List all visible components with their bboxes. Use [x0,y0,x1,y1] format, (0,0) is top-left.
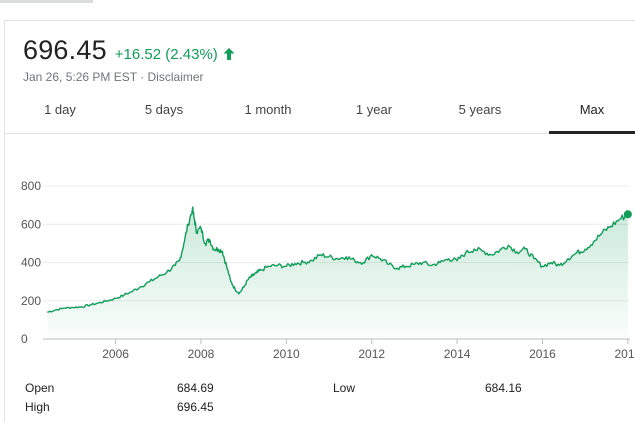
tab-5-days[interactable]: 5 days [144,102,184,117]
price-area-fill [47,207,628,339]
tab-1-month[interactable]: 1 month [244,102,292,117]
stat-high-value: 696.45 [177,400,214,414]
y-tick-label: 0 [21,332,28,346]
x-tick-label: 2006 [102,347,129,361]
price-row: 696.45 +16.52 (2.43%) [23,35,235,66]
stock-quote-card: 696.45 +16.52 (2.43%) Jan 26, 5:26 PM ES… [4,20,635,422]
quote-timestamp: Jan 26, 5:26 PM EST [23,70,137,84]
x-tick-label: 2016 [529,347,556,361]
stat-low-label: Low [333,381,356,395]
arrow-up-icon [223,47,235,60]
y-tick-label: 200 [21,294,41,308]
tab-1-year[interactable]: 1 year [355,102,393,117]
y-tick-label: 800 [21,179,41,193]
y-tick-label: 400 [21,256,41,270]
range-tabs: 1 day 5 days 1 month 1 year 5 years Max [5,91,635,134]
y-tick-label: 600 [21,217,41,231]
disclaimer-link[interactable]: Disclaimer [147,70,204,84]
stat-open-value: 684.69 [177,381,214,395]
price-change: +16.52 (2.43%) [114,46,218,63]
price-chart: 0 200 400 600 800 2006 2008 2010 2012 2014 2016 201… [21,179,635,361]
x-tick-label: 2012 [358,347,385,361]
separator-dot: · [136,70,148,84]
stat-open-label: Open [25,381,55,395]
x-tick-label: 2008 [188,347,215,361]
tab-5-years[interactable]: 5 years [458,102,502,117]
top-divider [0,0,93,3]
quote-timestamp-line: Jan 26, 5:26 PM EST · Disclaimer [23,70,204,84]
x-tick-label: 2010 [273,347,300,361]
stat-high-label: High [25,400,50,414]
current-price: 696.45 [23,35,107,65]
tab-1-day[interactable]: 1 day [44,102,76,117]
x-tick-label: 2014 [444,347,471,361]
last-price-marker [623,210,632,219]
x-tick-label: 2018 [615,347,635,361]
stat-low-value: 684.16 [485,381,522,395]
tab-max[interactable]: Max [549,91,635,134]
price-line [47,206,629,313]
